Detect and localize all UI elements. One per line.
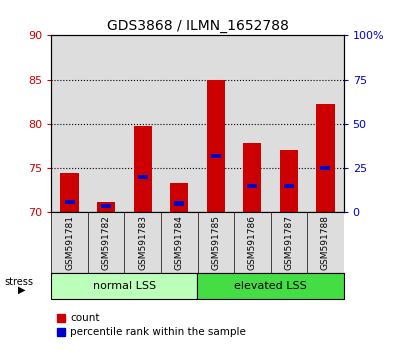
Text: elevated LSS: elevated LSS (234, 281, 307, 291)
Bar (124, 35, 161, 212)
Bar (88, 35, 124, 212)
Bar (51, 35, 88, 212)
Text: GSM591786: GSM591786 (248, 215, 257, 270)
Bar (234, 35, 271, 212)
Bar (134, 126, 152, 212)
Bar (174, 201, 184, 206)
Legend: count, percentile rank within the sample: count, percentile rank within the sample (56, 313, 246, 337)
Bar (320, 166, 330, 170)
Bar (307, 35, 344, 212)
Bar (247, 184, 257, 188)
Text: normal LSS: normal LSS (93, 281, 156, 291)
Bar (280, 150, 298, 212)
Bar (207, 80, 225, 212)
Bar (101, 204, 111, 209)
Bar (271, 35, 307, 212)
Bar (161, 35, 198, 212)
Text: GSM591782: GSM591782 (102, 215, 111, 270)
Bar (65, 200, 75, 204)
Text: ▶: ▶ (18, 285, 25, 295)
Text: GSM591784: GSM591784 (175, 215, 184, 270)
Text: GSM591785: GSM591785 (211, 215, 220, 270)
Text: GSM591781: GSM591781 (65, 215, 74, 270)
Bar (170, 183, 188, 212)
Bar (316, 104, 335, 212)
FancyBboxPatch shape (51, 273, 198, 299)
Bar (60, 172, 79, 212)
Text: stress: stress (4, 277, 33, 287)
Title: GDS3868 / ILMN_1652788: GDS3868 / ILMN_1652788 (107, 19, 288, 33)
Bar (97, 202, 115, 212)
Bar (284, 184, 294, 188)
Bar (211, 154, 221, 158)
Text: GSM591783: GSM591783 (138, 215, 147, 270)
Bar (243, 143, 261, 212)
Bar (138, 175, 148, 179)
Bar (198, 35, 234, 212)
FancyBboxPatch shape (198, 273, 344, 299)
Text: GSM591787: GSM591787 (284, 215, 293, 270)
Text: GSM591788: GSM591788 (321, 215, 330, 270)
